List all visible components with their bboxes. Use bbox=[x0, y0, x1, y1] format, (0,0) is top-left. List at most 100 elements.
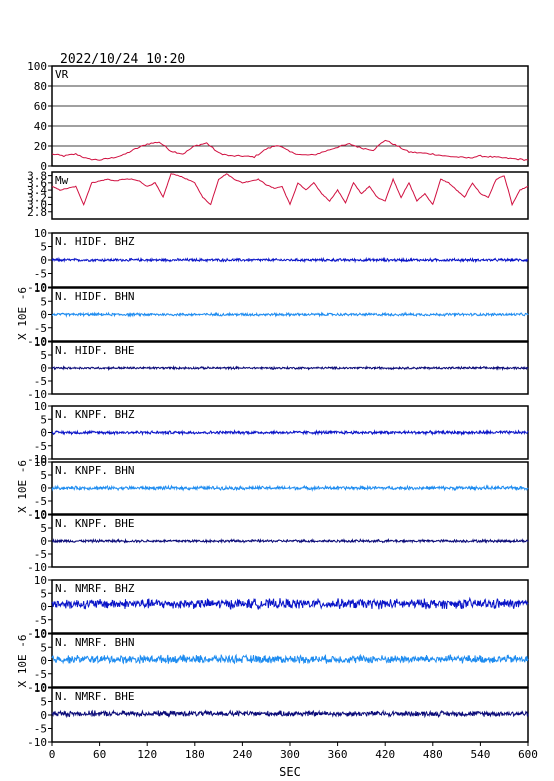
y-tick-label: 0 bbox=[40, 427, 47, 440]
y-tick-label: 20 bbox=[34, 140, 47, 153]
x-tick-label: 60 bbox=[93, 748, 106, 761]
x-tick-label: 240 bbox=[232, 748, 252, 761]
series-line bbox=[51, 311, 529, 318]
y-tick-label: 5 bbox=[40, 696, 47, 709]
panel-label: N. NMRF. BHE bbox=[55, 690, 134, 703]
y-tick-label: -5 bbox=[34, 440, 47, 453]
y-tick-label: -10 bbox=[27, 736, 47, 749]
series-line bbox=[51, 429, 529, 437]
series-line bbox=[51, 139, 529, 161]
y-tick-label: 0 bbox=[40, 309, 47, 322]
y-tick-label: 40 bbox=[34, 120, 47, 133]
series-line bbox=[51, 173, 529, 207]
panel-frame bbox=[51, 171, 529, 220]
y-tick-label: -10 bbox=[27, 453, 47, 466]
y-tick-label: -10 bbox=[27, 561, 47, 574]
x-tick-label: 360 bbox=[328, 748, 348, 761]
x-axis: X 10E -6 X 10E -6 X 10E -6 0 60 120 180 240 300 3… bbox=[16, 287, 538, 761]
y-tick-label: 3.4 bbox=[27, 184, 47, 197]
panel-label: VR bbox=[55, 68, 69, 81]
y-tick-label: 5 bbox=[40, 469, 47, 482]
y-tick-label: 0 bbox=[40, 254, 47, 267]
y-tick-label: 0 bbox=[40, 655, 47, 668]
panel-label: N. KNPF. BHZ bbox=[55, 408, 135, 421]
x-tick-label: 420 bbox=[375, 748, 395, 761]
y-tick-label: 0 bbox=[40, 482, 47, 495]
y-tick-label: -5 bbox=[34, 614, 47, 627]
y-tick-label: 5 bbox=[40, 413, 47, 426]
series-line bbox=[51, 709, 529, 719]
panel-label: N. KNPF. BHE bbox=[55, 517, 134, 530]
y-axis-unit-label: X 10E -6 bbox=[16, 460, 29, 513]
y-tick-label: 10 bbox=[34, 456, 47, 469]
y-tick-label: 2.8 bbox=[27, 206, 47, 219]
y-tick-label: 80 bbox=[34, 80, 47, 93]
y-axis-unit-label: X 10E -6 bbox=[16, 635, 29, 688]
y-tick-label: -5 bbox=[34, 268, 47, 281]
x-axis-label: SEC bbox=[279, 765, 301, 779]
panel-label: N. HIDF. BHE bbox=[55, 344, 134, 357]
y-tick-label: -10 bbox=[27, 627, 47, 640]
y-tick-label: 10 bbox=[34, 628, 47, 641]
y-tick-label: 10 bbox=[34, 574, 47, 587]
series-line bbox=[51, 256, 529, 264]
y-tick-label: 0 bbox=[40, 160, 47, 173]
y-tick-label: -5 bbox=[34, 322, 47, 335]
y-tick-label: -10 bbox=[27, 335, 47, 348]
series-line bbox=[51, 596, 529, 610]
panel-label: N. KNPF. BHN bbox=[55, 464, 134, 477]
panel-label: N. NMRF. BHZ bbox=[55, 582, 135, 595]
panel-label: N. HIDF. BHZ bbox=[55, 235, 135, 248]
y-tick-label: 5 bbox=[40, 349, 47, 362]
y-tick-label: -10 bbox=[27, 681, 47, 694]
y-tick-label: 10 bbox=[34, 227, 47, 240]
y-tick-label: 10 bbox=[34, 400, 47, 413]
panel-label: Mw bbox=[55, 174, 69, 187]
y-tick-label: 0 bbox=[40, 709, 47, 722]
y-tick-label: 10 bbox=[34, 509, 47, 522]
y-tick-label: 5 bbox=[40, 295, 47, 308]
y-axis-unit-label: X 10E -6 bbox=[16, 287, 29, 340]
y-tick-label: 0 bbox=[40, 601, 47, 614]
y-tick-label: 10 bbox=[34, 336, 47, 349]
y-tick-label: 0 bbox=[40, 535, 47, 548]
series-line bbox=[51, 364, 529, 372]
y-tick-label: 60 bbox=[34, 100, 47, 113]
y-tick-label: 3.2 bbox=[27, 191, 47, 204]
x-tick-label: 180 bbox=[185, 748, 205, 761]
x-tick-label: 480 bbox=[423, 748, 443, 761]
panel-label: N. NMRF. BHN bbox=[55, 636, 134, 649]
y-tick-label: 100 bbox=[27, 60, 47, 73]
y-tick-label: 3.6 bbox=[27, 177, 47, 190]
y-tick-label: -5 bbox=[34, 668, 47, 681]
y-tick-label: 5 bbox=[40, 641, 47, 654]
panel-vr: 0 20 40 60 80 100 VR bbox=[27, 60, 529, 173]
panel-frame bbox=[51, 65, 529, 167]
y-tick-label: 0 bbox=[40, 362, 47, 375]
panel-label: N. HIDF. BHN bbox=[55, 290, 134, 303]
y-tick-label: 10 bbox=[34, 282, 47, 295]
y-tick-label: 5 bbox=[40, 587, 47, 600]
y-tick-label: 3.8 bbox=[27, 170, 47, 183]
x-tick-label: 540 bbox=[470, 748, 490, 761]
y-tick-label: -10 bbox=[27, 508, 47, 521]
x-tick-label: 0 bbox=[49, 748, 56, 761]
x-tick-label: 120 bbox=[137, 748, 157, 761]
y-tick-label: -5 bbox=[34, 375, 47, 388]
y-tick-label: 5 bbox=[40, 522, 47, 535]
chart-title: 2022/10/24 10:20 bbox=[60, 52, 185, 67]
y-tick-label: -5 bbox=[34, 723, 47, 736]
y-tick-label: 3.0 bbox=[27, 199, 47, 212]
y-tick-label: -10 bbox=[27, 388, 47, 401]
y-tick-label: -5 bbox=[34, 495, 47, 508]
